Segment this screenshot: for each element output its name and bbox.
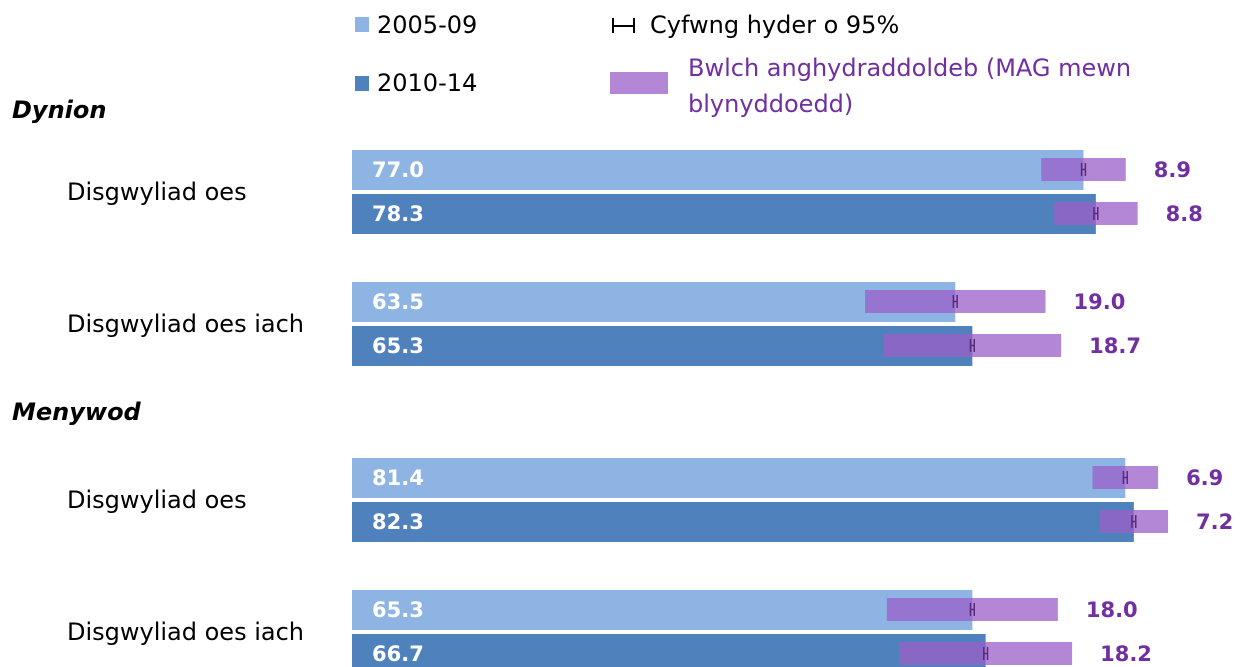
category-label: Disgwyliad oes iach bbox=[67, 618, 304, 646]
ci-bar bbox=[1122, 471, 1128, 484]
bar-value-label: 63.5 bbox=[372, 290, 424, 314]
bar bbox=[352, 634, 986, 667]
ci-bar bbox=[1131, 515, 1137, 528]
bar-value-label: 81.4 bbox=[372, 466, 424, 490]
bar-value-label: 65.3 bbox=[372, 334, 424, 358]
bar-value-label: 78.3 bbox=[372, 202, 424, 226]
legend-label: Bwlch anghydraddoldeb (MAG mewn blynyddo… bbox=[688, 54, 1132, 118]
bar-value-label: 66.7 bbox=[372, 642, 424, 666]
ci-bar bbox=[969, 603, 975, 616]
category-label: Disgwyliad oes bbox=[67, 178, 247, 206]
gap-value-label: 19.0 bbox=[1074, 290, 1126, 314]
bar bbox=[352, 194, 1096, 234]
legend-label: Cyfwng hyder o 95% bbox=[650, 11, 899, 39]
legend-swatch bbox=[355, 76, 369, 91]
legend-swatch bbox=[610, 72, 668, 94]
group-label: Dynion bbox=[12, 96, 107, 124]
bar bbox=[352, 326, 973, 366]
gap-value-label: 6.9 bbox=[1186, 466, 1223, 490]
gap-value-label: 18.7 bbox=[1089, 334, 1141, 358]
gap-value-label: 8.9 bbox=[1154, 158, 1191, 182]
group-label: Menywod bbox=[12, 398, 141, 426]
bar bbox=[352, 590, 973, 630]
category-label: Disgwyliad oes bbox=[67, 486, 247, 514]
bar-value-label: 65.3 bbox=[372, 598, 424, 622]
gap-value-label: 7.2 bbox=[1196, 510, 1233, 534]
legend-label: 2005-09 bbox=[377, 11, 477, 39]
ci-bar bbox=[983, 647, 989, 660]
bar bbox=[352, 458, 1126, 498]
ci-bar bbox=[1080, 163, 1087, 176]
bar bbox=[352, 150, 1084, 190]
bar bbox=[352, 282, 956, 322]
bar-value-label: 82.3 bbox=[372, 510, 424, 534]
legend-swatch bbox=[355, 17, 369, 32]
category-label: Disgwyliad oes iach bbox=[67, 310, 304, 338]
bar-value-label: 77.0 bbox=[372, 158, 424, 182]
legend-label: 2010-14 bbox=[377, 69, 477, 97]
bar bbox=[352, 502, 1134, 542]
legend-ci-symbol bbox=[612, 18, 635, 33]
gap-value-label: 18.2 bbox=[1100, 642, 1152, 666]
ci-bar bbox=[952, 295, 958, 308]
ci-bar bbox=[1093, 207, 1099, 220]
ci-bar bbox=[969, 339, 975, 352]
gap-value-label: 8.8 bbox=[1166, 202, 1203, 226]
gap-value-label: 18.0 bbox=[1086, 598, 1138, 622]
